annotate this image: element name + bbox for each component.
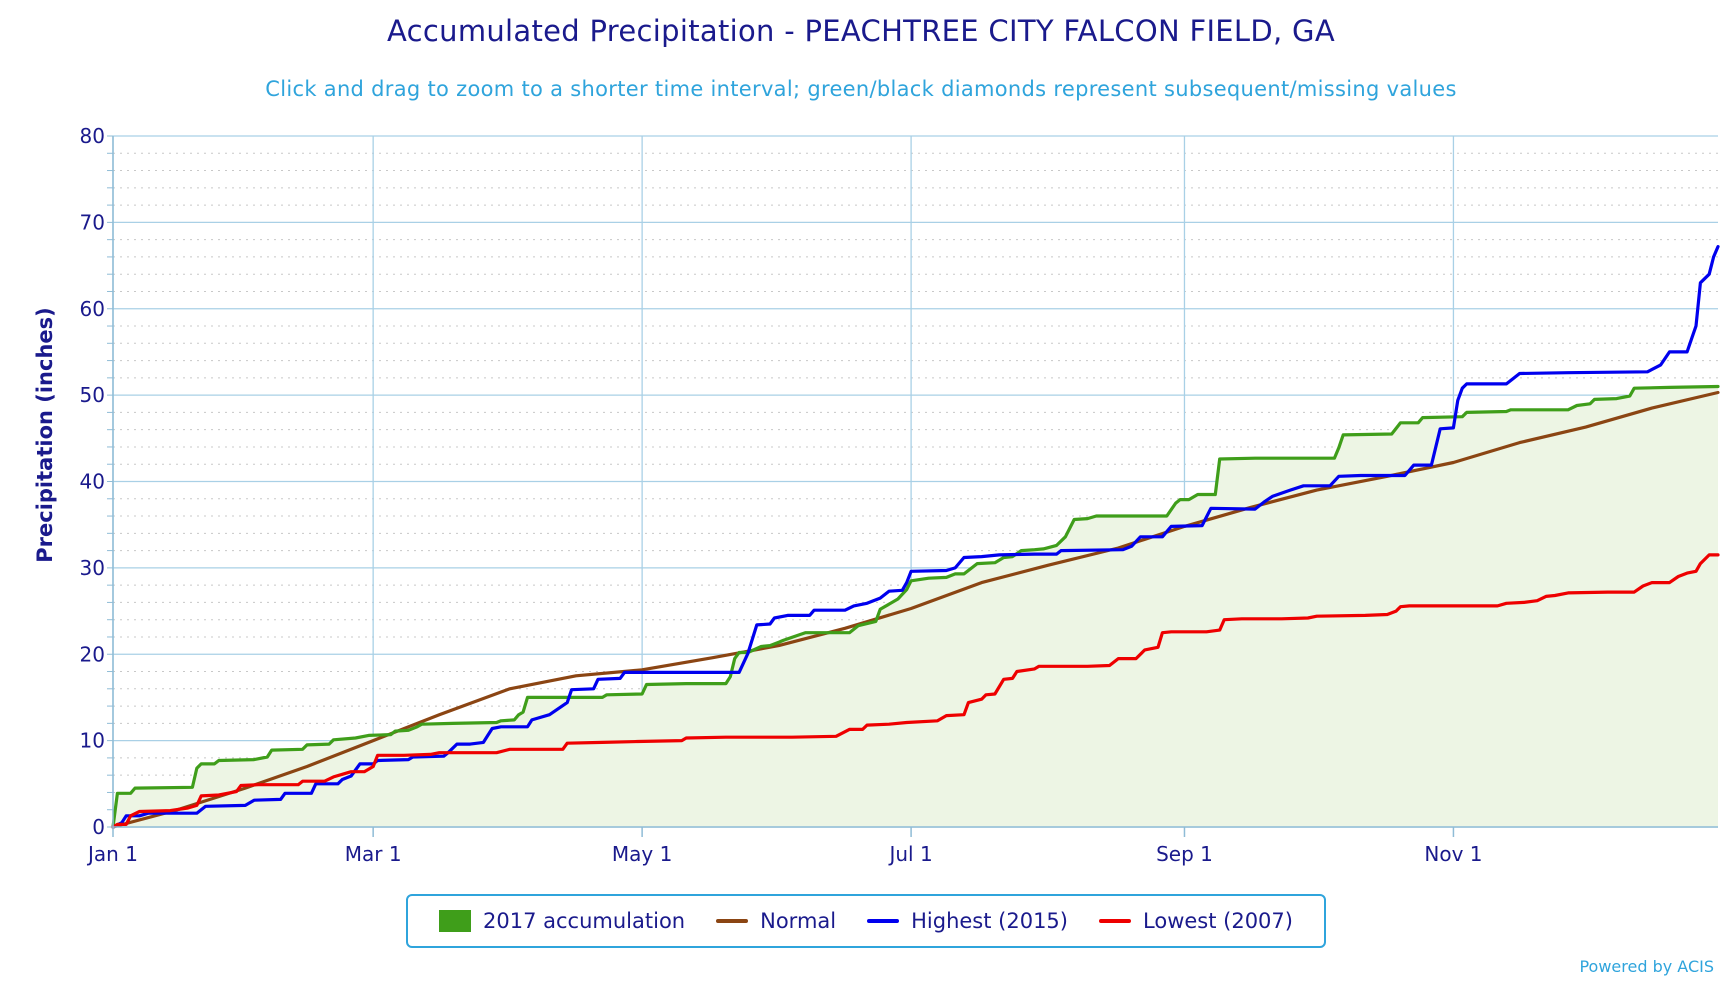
y-tick-label: 70 (80, 210, 105, 234)
legend-label: Highest (2015) (911, 909, 1068, 933)
y-tick-label: 40 (80, 470, 105, 494)
legend-label: Normal (760, 909, 837, 933)
x-tick-label: Nov 1 (1424, 842, 1482, 866)
series-layer (111, 245, 1720, 829)
y-tick-label: 10 (80, 729, 105, 753)
x-tick-label: Mar 1 (345, 842, 402, 866)
chart-title: Accumulated Precipitation - PEACHTREE CI… (387, 14, 1335, 48)
axis-layer: 0 10 20 30 40 50 60 70 80 Jan 1 Mar 1 May 1 Jul 1 Sep… (80, 124, 1718, 866)
x-tick-label: Sep 1 (1156, 842, 1213, 866)
y-tick-label: 0 (92, 815, 105, 839)
y-tick-label: 60 (80, 297, 105, 321)
x-tick-label: Jul 1 (887, 842, 932, 866)
legend-item-highest-2015[interactable]: Highest (2015) (867, 909, 1068, 933)
y-tick-label: 30 (80, 556, 105, 580)
legend-swatch (716, 919, 749, 923)
legend-swatch (1099, 919, 1132, 923)
legend-item-normal[interactable]: Normal (716, 909, 836, 933)
x-tick-label: May 1 (612, 842, 672, 866)
legend-swatch (439, 910, 472, 932)
legend-label: 2017 accumulation (483, 909, 686, 933)
y-tick-label: 50 (80, 383, 105, 407)
series-line-lowest-2007 (111, 553, 1720, 829)
x-tick-label: Jan 1 (86, 842, 138, 866)
series-line-highest-2015 (111, 245, 1720, 829)
legend-swatch (867, 919, 900, 923)
series-line-2017-accumulation (111, 384, 1720, 829)
y-tick-label: 80 (80, 124, 105, 148)
legend-item-lowest-2007[interactable]: Lowest (2007) (1099, 909, 1293, 933)
powered-by-credit[interactable]: Powered by ACIS (1579, 957, 1714, 976)
legend-label: Lowest (2007) (1143, 909, 1293, 933)
y-axis-title: Precipitation (inches) (33, 307, 57, 563)
chart-subtitle: Click and drag to zoom to a shorter time… (265, 77, 1457, 101)
chart-legend: 2017 accumulation Normal Highest (2015) Low… (406, 894, 1326, 948)
series-line-normal (111, 390, 1720, 829)
legend-item-2017-accumulation[interactable]: 2017 accumulation (439, 909, 685, 933)
y-tick-label: 20 (80, 642, 105, 666)
